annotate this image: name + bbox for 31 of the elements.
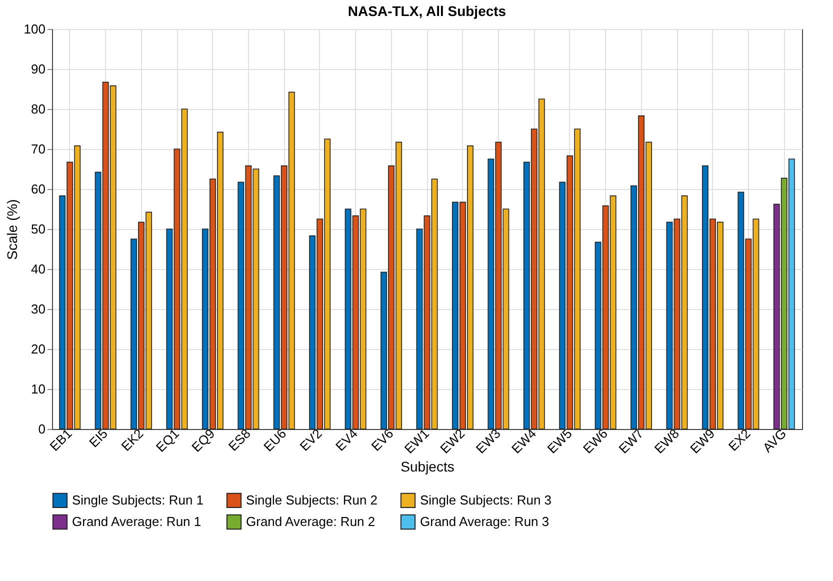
x-tick-label: EQ1 [152, 426, 182, 455]
x-tick-label: EK2 [118, 426, 146, 454]
legend-label: Grand Average: Run 2 [246, 514, 376, 529]
x-axis-title: Subjects [400, 458, 454, 474]
y-tick-label: 100 [24, 22, 46, 36]
y-tick-label: 30 [31, 302, 46, 316]
x-tick-label: EU6 [260, 426, 290, 454]
x-tick-label: EI5 [86, 426, 111, 450]
y-tick-label: 60 [31, 182, 46, 196]
legend-label: Single Subjects: Run 1 [72, 492, 204, 508]
y-tick-label: 70 [31, 142, 46, 156]
y-axis-title: Scale (%) [4, 199, 20, 260]
x-tick-label: EQ9 [188, 426, 218, 455]
legend-label: Single Subjects: Run 2 [246, 492, 378, 508]
y-tick-label: 50 [31, 222, 46, 236]
x-tick-label: EB1 [46, 426, 75, 454]
chart-title: NASA-TLX, All Subjects [348, 3, 506, 19]
y-tick-label: 90 [31, 62, 46, 76]
legend-label: Single Subjects: Run 3 [420, 492, 552, 508]
x-tick-label: EV6 [368, 426, 396, 454]
x-tick-label: EV4 [332, 426, 361, 454]
x-tick-label: EX2 [725, 426, 754, 454]
x-tick-label: ES8 [225, 426, 254, 454]
y-tick-label: 20 [31, 342, 46, 356]
legend-label: Grand Average: Run 3 [420, 514, 550, 529]
y-tick-label: 0 [38, 422, 46, 436]
y-tick-label: 40 [31, 262, 46, 276]
legend-label: Grand Average: Run 1 [72, 514, 202, 529]
y-tick-label: 80 [31, 102, 46, 116]
x-tick-label: EV2 [296, 426, 325, 454]
y-tick-label: 10 [31, 382, 46, 396]
